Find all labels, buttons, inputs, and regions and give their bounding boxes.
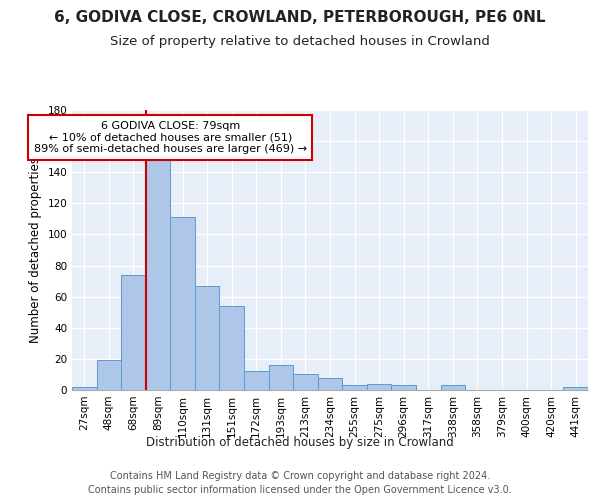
Bar bbox=[244, 372, 269, 390]
Bar bbox=[391, 386, 416, 390]
Text: 6 GODIVA CLOSE: 79sqm
← 10% of detached houses are smaller (51)
89% of semi-deta: 6 GODIVA CLOSE: 79sqm ← 10% of detached … bbox=[34, 121, 307, 154]
Text: Distribution of detached houses by size in Crowland: Distribution of detached houses by size … bbox=[146, 436, 454, 449]
Bar bbox=[342, 386, 367, 390]
Bar bbox=[121, 275, 146, 390]
Text: Size of property relative to detached houses in Crowland: Size of property relative to detached ho… bbox=[110, 35, 490, 48]
Bar bbox=[146, 155, 170, 390]
Text: 6, GODIVA CLOSE, CROWLAND, PETERBOROUGH, PE6 0NL: 6, GODIVA CLOSE, CROWLAND, PETERBOROUGH,… bbox=[54, 10, 546, 25]
Text: Contains HM Land Registry data © Crown copyright and database right 2024.
Contai: Contains HM Land Registry data © Crown c… bbox=[88, 471, 512, 495]
Bar bbox=[269, 365, 293, 390]
Bar bbox=[440, 386, 465, 390]
Bar bbox=[72, 387, 97, 390]
Bar bbox=[367, 384, 391, 390]
Bar bbox=[293, 374, 318, 390]
Bar bbox=[318, 378, 342, 390]
Bar bbox=[195, 286, 220, 390]
Bar bbox=[170, 218, 195, 390]
Bar bbox=[220, 306, 244, 390]
Bar bbox=[97, 360, 121, 390]
Y-axis label: Number of detached properties: Number of detached properties bbox=[29, 157, 42, 343]
Bar bbox=[563, 387, 588, 390]
